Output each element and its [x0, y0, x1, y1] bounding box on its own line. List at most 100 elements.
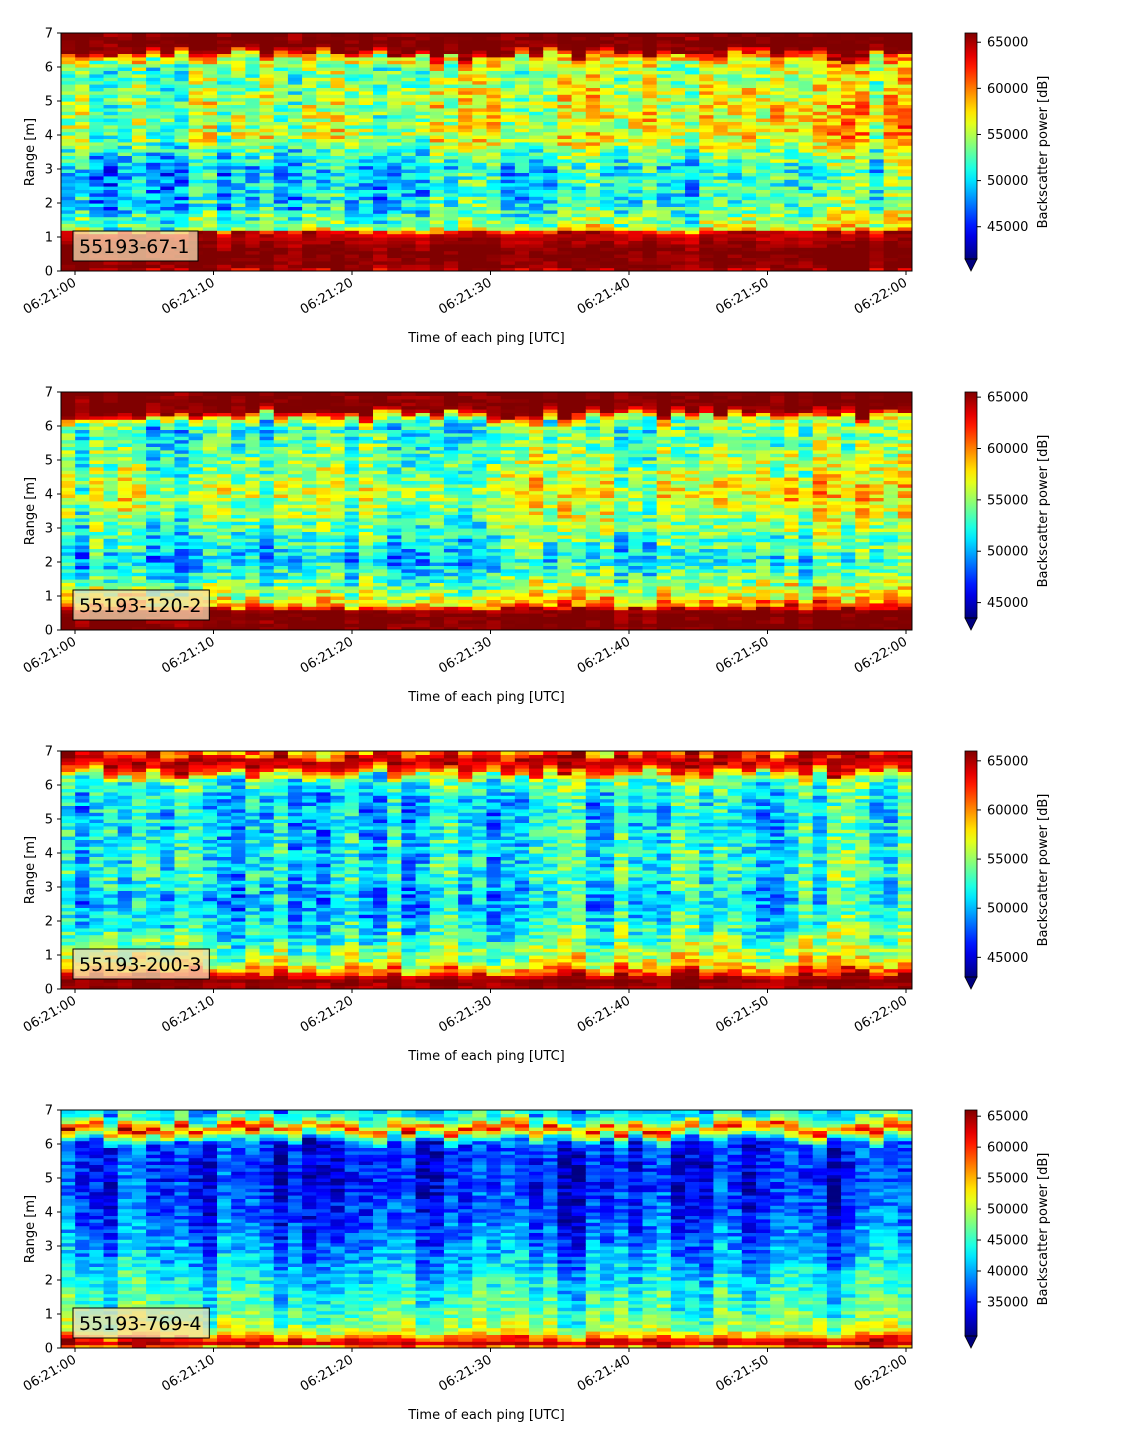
heatmap-cell [117, 33, 133, 37]
heatmap-cell [415, 148, 431, 153]
heatmap-cell [841, 73, 856, 78]
heatmap-cell [273, 237, 289, 241]
heatmap-cell [160, 155, 176, 160]
heatmap-cell [273, 233, 289, 238]
heatmap-cell [117, 551, 133, 556]
heatmap-cell [401, 46, 417, 51]
heatmap-cell [443, 87, 459, 92]
heatmap-cell [103, 209, 119, 214]
heatmap-cell [429, 257, 445, 262]
heatmap-cell [685, 175, 700, 180]
heatmap-cell [429, 67, 445, 71]
heatmap-cell [557, 203, 573, 207]
heatmap-cell [841, 226, 856, 231]
heatmap-cell [855, 179, 871, 184]
heatmap-cell [103, 264, 119, 269]
heatmap-cell [557, 216, 573, 221]
heatmap-cell [599, 233, 615, 238]
heatmap-cell [529, 230, 544, 235]
heatmap-cell [812, 97, 828, 102]
heatmap-cell [514, 237, 530, 241]
heatmap-cell [273, 220, 289, 224]
heatmap-cell [841, 60, 856, 65]
heatmap-cell [713, 104, 729, 109]
heatmap-cell [472, 162, 488, 167]
heatmap-cell [174, 77, 190, 82]
heatmap-cell [89, 494, 105, 498]
heatmap-cell [61, 528, 76, 532]
heatmap-cell [245, 192, 261, 197]
heatmap-cell [103, 104, 119, 109]
heatmap-cell [812, 53, 828, 58]
heatmap-cell [245, 141, 261, 146]
heatmap-cell [841, 209, 856, 214]
heatmap-cell [585, 141, 601, 146]
heatmap-cell [599, 158, 615, 163]
heatmap-cell [897, 56, 912, 61]
heatmap-cell [202, 528, 218, 532]
heatmap-cell [770, 56, 785, 61]
heatmap-cell [727, 101, 743, 105]
heatmap-cell [160, 449, 176, 454]
heatmap-cell [614, 243, 629, 248]
heatmap-cell [486, 216, 502, 221]
heatmap-cell [302, 138, 317, 143]
colorbar-frame [964, 32, 978, 260]
heatmap-cell [188, 490, 204, 495]
heatmap-cell [117, 114, 133, 119]
heatmap-cell [458, 60, 473, 65]
heatmap-cell [358, 158, 374, 163]
heatmap-cell [373, 107, 388, 112]
heatmap-cell [784, 233, 800, 238]
heatmap-cell [897, 158, 912, 163]
heatmap-cell [89, 172, 105, 177]
heatmap-cell [131, 470, 147, 475]
heatmap-cell [387, 172, 402, 177]
heatmap-cell [798, 226, 814, 231]
heatmap-cell [557, 220, 573, 224]
heatmap-cell [231, 128, 246, 133]
heatmap-cell [373, 209, 388, 214]
heatmap-cell [529, 243, 544, 248]
heatmap-cell [529, 104, 544, 109]
heatmap-cell [841, 264, 856, 269]
heatmap-cell [656, 196, 672, 201]
heatmap-cell [316, 128, 332, 133]
heatmap-cell [514, 230, 530, 235]
heatmap-cell [330, 230, 346, 235]
heatmap-cell [557, 107, 573, 112]
heatmap-cell [770, 216, 785, 221]
heatmap-cell [699, 267, 715, 271]
heatmap-cell [160, 216, 176, 221]
heatmap-cell [443, 56, 459, 61]
heatmap-cell [585, 155, 601, 160]
heatmap-cell [131, 206, 147, 211]
heatmap-cell [61, 80, 76, 85]
heatmap-cell [642, 257, 658, 262]
heatmap-cell [217, 192, 232, 197]
heatmap-cell [160, 60, 176, 65]
heatmap-cell [231, 87, 246, 92]
heatmap-cell [685, 260, 700, 265]
heatmap-cell [685, 53, 700, 58]
heatmap-cell [273, 230, 289, 235]
heatmap-cell [443, 172, 459, 177]
heatmap-cell [897, 155, 912, 160]
heatmap-cell [741, 50, 757, 54]
heatmap-cell [75, 155, 90, 160]
heatmap-cell [798, 237, 814, 241]
heatmap-cell [146, 46, 161, 51]
heatmap-cell [160, 585, 176, 590]
heatmap-cell [685, 135, 700, 139]
heatmap-cell [443, 84, 459, 88]
heatmap-cell [202, 230, 218, 235]
heatmap-cell [146, 531, 161, 536]
heatmap-cell [841, 155, 856, 160]
heatmap-cell [543, 182, 559, 187]
heatmap-cell [188, 460, 204, 464]
heatmap-cell [75, 162, 90, 167]
heatmap-cell [699, 155, 715, 160]
heatmap-cell [443, 33, 459, 37]
heatmap-cell [443, 254, 459, 258]
heatmap-cell [642, 77, 658, 82]
